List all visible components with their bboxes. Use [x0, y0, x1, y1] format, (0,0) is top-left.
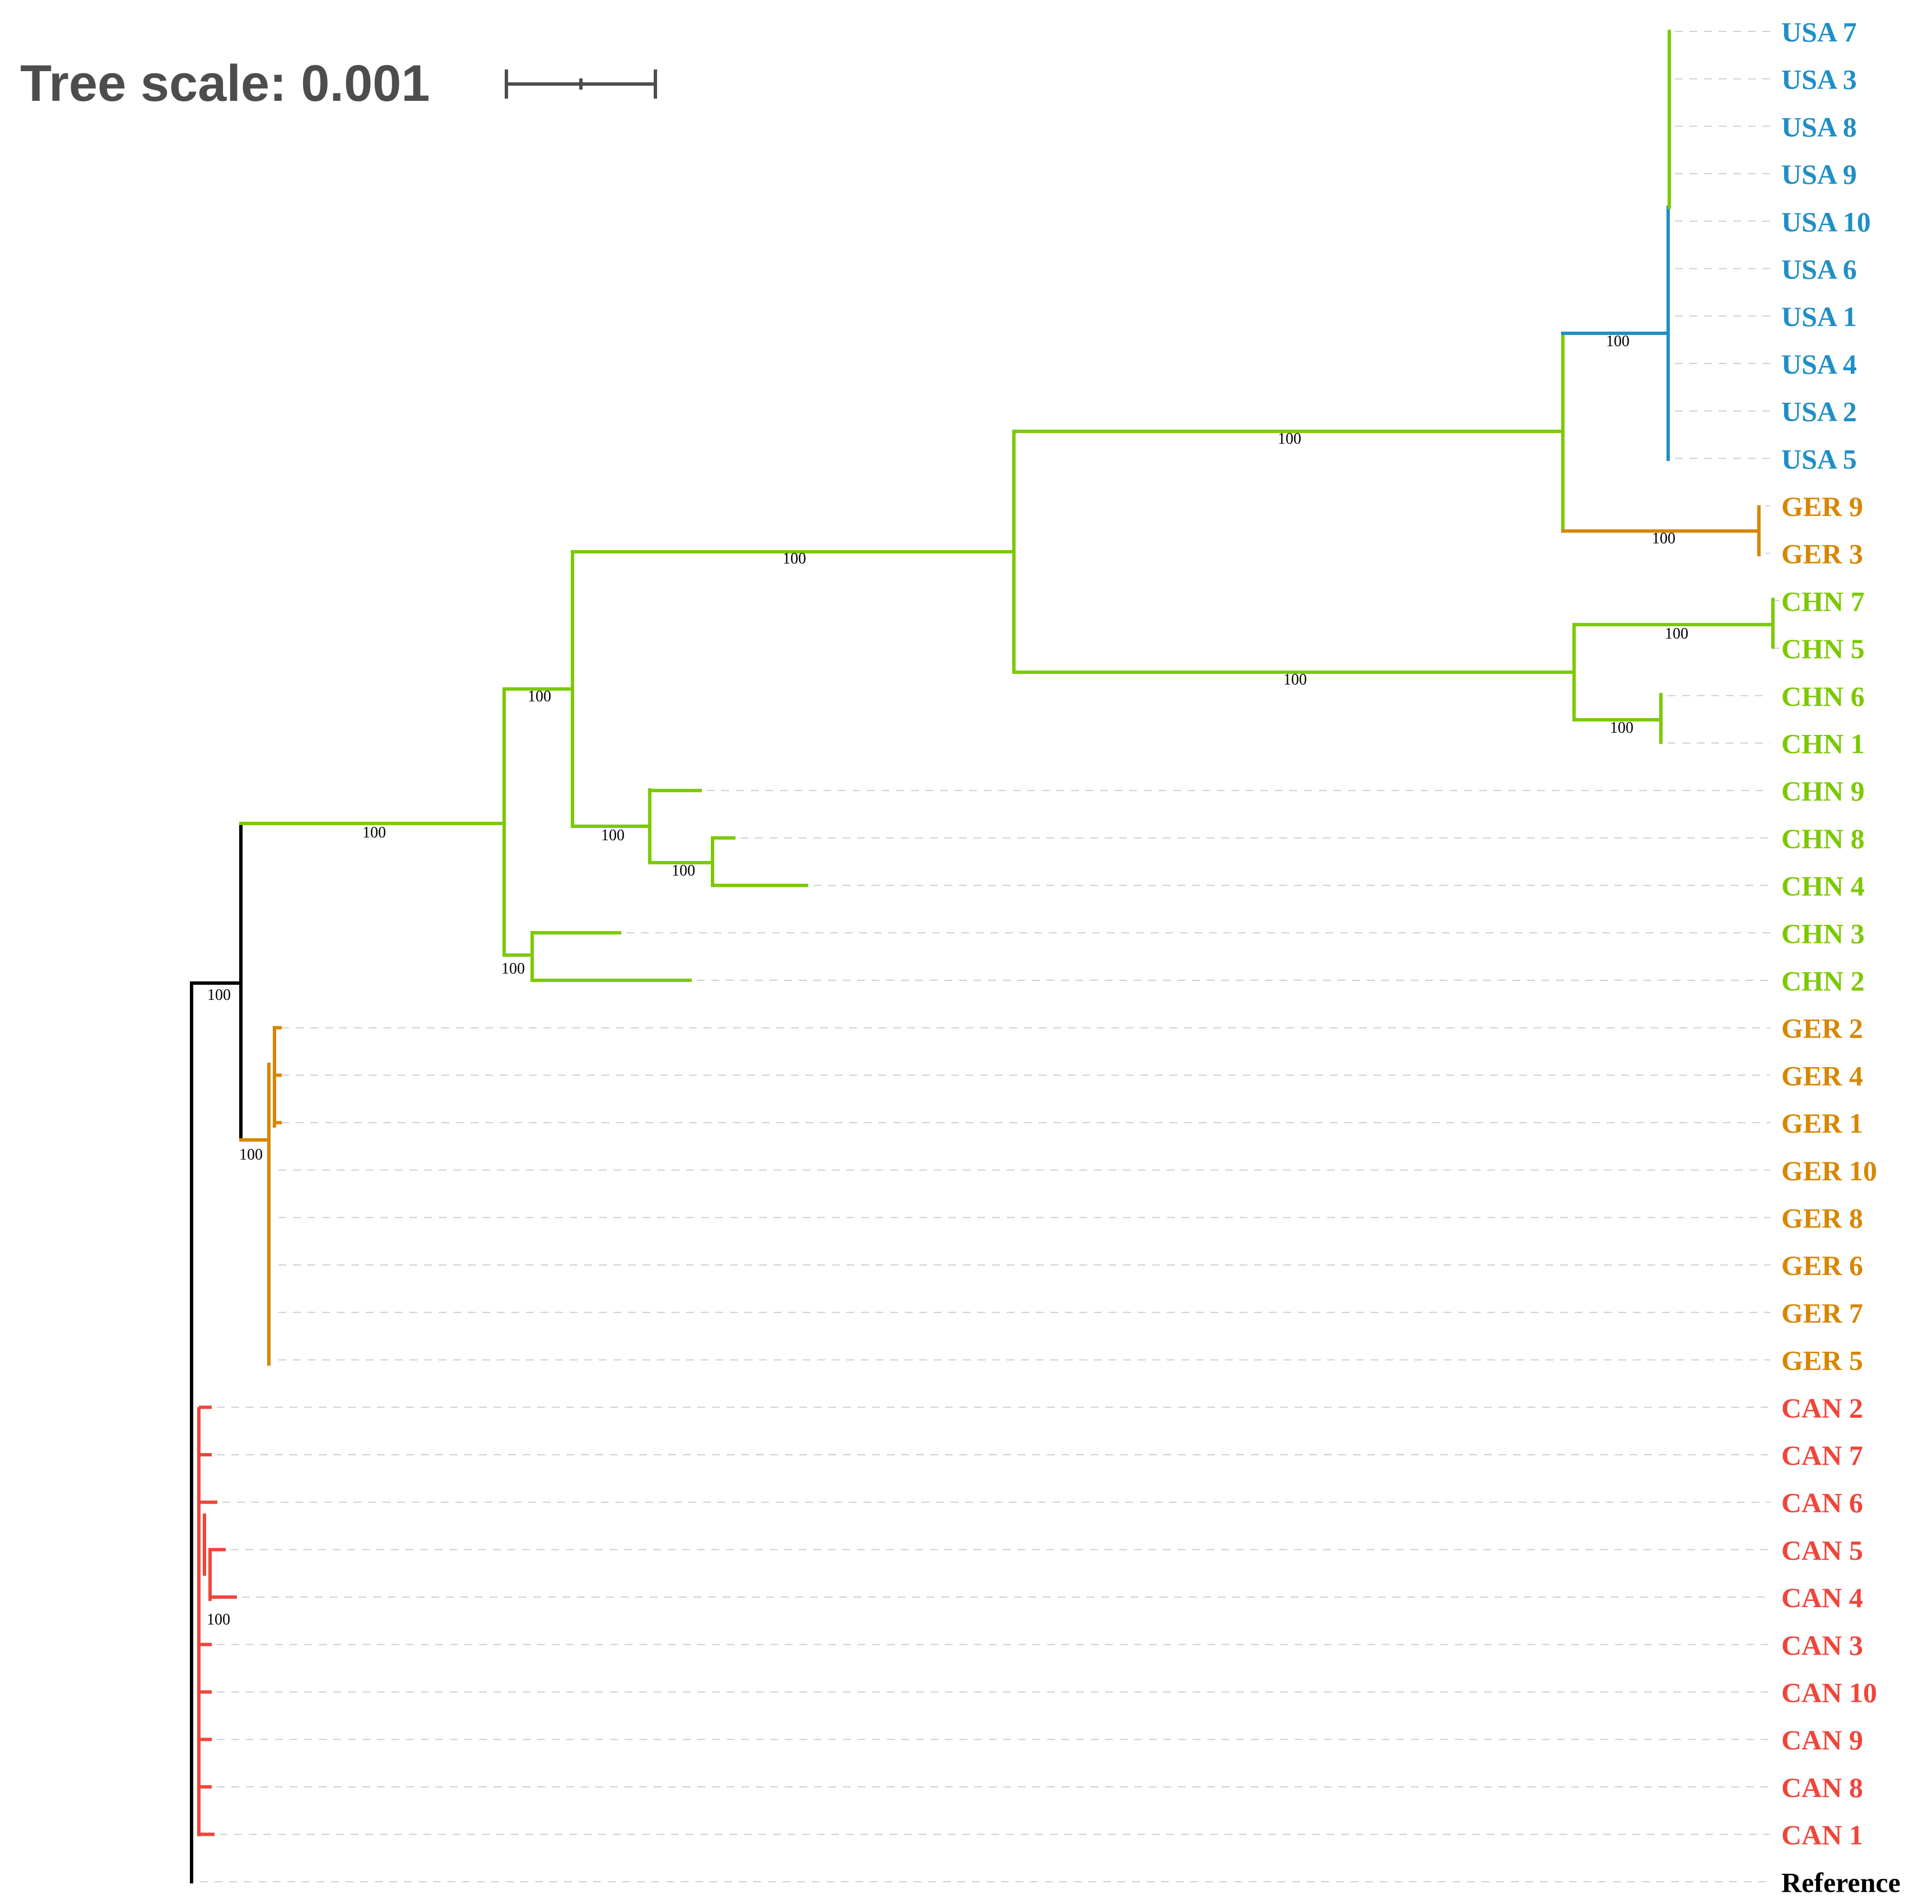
leaf-label: GER 5 [1781, 1345, 1863, 1376]
support-value-non-can-clade: 100 [207, 986, 231, 1004]
leaf-label: GER 2 [1781, 1013, 1863, 1044]
leaf-label: USA 7 [1781, 16, 1857, 48]
leaf-label: CHN 6 [1781, 681, 1865, 712]
support-value-usa-clade: 100 [1606, 333, 1630, 350]
leaf-label: Reference [1781, 1866, 1901, 1898]
leaf-label: CAN 8 [1781, 1772, 1863, 1803]
leaf-label: CHN 4 [1781, 870, 1865, 902]
leaf-label: GER 1 [1781, 1107, 1863, 1139]
leaf-label: CAN 3 [1781, 1630, 1863, 1661]
leaf-label: GER 4 [1781, 1060, 1863, 1091]
support-value-ger9-3-clade: 100 [1652, 530, 1675, 547]
leaf-label: GER 6 [1781, 1250, 1863, 1281]
leaf-labels: USA 7 USA 3 USA 8 USA 9 USA 10 USA 6 USA 1 USA … [1781, 16, 1901, 1898]
leaf-label: USA 1 [1781, 301, 1857, 332]
leaf-label: GER 9 [1781, 491, 1863, 522]
tree-scale-legend: Tree scale: 0.001 [20, 55, 657, 112]
tree-branches [190, 30, 1775, 1884]
support-value-upper-clade: 100 [783, 550, 806, 567]
leaf-label: CHN 7 [1781, 585, 1865, 617]
leaf-label: GER 8 [1781, 1203, 1863, 1234]
leaf-label: CHN 2 [1781, 965, 1865, 997]
leaf-label: USA 2 [1781, 396, 1857, 427]
leaf-label: USA 5 [1781, 443, 1857, 474]
leaf-label: USA 3 [1781, 64, 1857, 95]
leaf-label: CAN 4 [1781, 1582, 1863, 1613]
support-value-chn7-5-clade: 100 [1665, 625, 1688, 643]
leaf-label: USA 8 [1781, 111, 1857, 142]
leaf-label: USA 4 [1781, 348, 1857, 380]
leaf-label: USA 10 [1781, 206, 1871, 238]
leaf-label: CHN 3 [1781, 918, 1865, 949]
support-value-chn3-2-clade: 100 [501, 960, 525, 977]
support-value-can-clade: 100 [207, 1611, 230, 1628]
leaf-label: GER 7 [1781, 1297, 1863, 1329]
leaf-label: CHN 9 [1781, 775, 1865, 807]
support-value-chn-upper-split: 100 [1283, 671, 1307, 688]
leaf-guide-lines [200, 31, 1780, 1883]
support-value-chn-internal: 100 [528, 688, 551, 705]
support-value-chn6-1-clade: 100 [1610, 719, 1633, 737]
support-values: 100 100 100 100 100 100 100 100 100 100 100 100 100 1… [207, 333, 1688, 1628]
leaf-label: CAN 9 [1781, 1724, 1863, 1756]
leaf-label: CHN 8 [1781, 823, 1865, 854]
leaf-label: CAN 7 [1781, 1440, 1863, 1471]
leaf-label: USA 9 [1781, 159, 1857, 190]
leaf-label: CAN 5 [1781, 1534, 1863, 1566]
leaf-label: GER 3 [1781, 538, 1863, 570]
support-value-chn8-4-clade: 100 [672, 862, 695, 879]
leaf-label: CHN 1 [1781, 728, 1865, 760]
tree-scale-label: Tree scale: 0.001 [20, 55, 430, 112]
leaf-label: CAN 1 [1781, 1819, 1863, 1851]
leaf-label: USA 6 [1781, 254, 1857, 285]
tree-scale-bar [505, 69, 657, 99]
leaf-label: CHN 5 [1781, 633, 1865, 664]
support-value-chn9-8-4-clade: 100 [601, 827, 625, 844]
support-value-usa-ger9-3-split: 100 [1278, 430, 1301, 448]
leaf-label: GER 10 [1781, 1155, 1877, 1186]
leaf-label: CAN 2 [1781, 1392, 1863, 1423]
support-value-ger-clade: 100 [239, 1146, 263, 1163]
leaf-label: CAN 6 [1781, 1487, 1863, 1519]
leaf-label: CAN 10 [1781, 1677, 1877, 1709]
support-value-chn-main: 100 [362, 824, 386, 841]
